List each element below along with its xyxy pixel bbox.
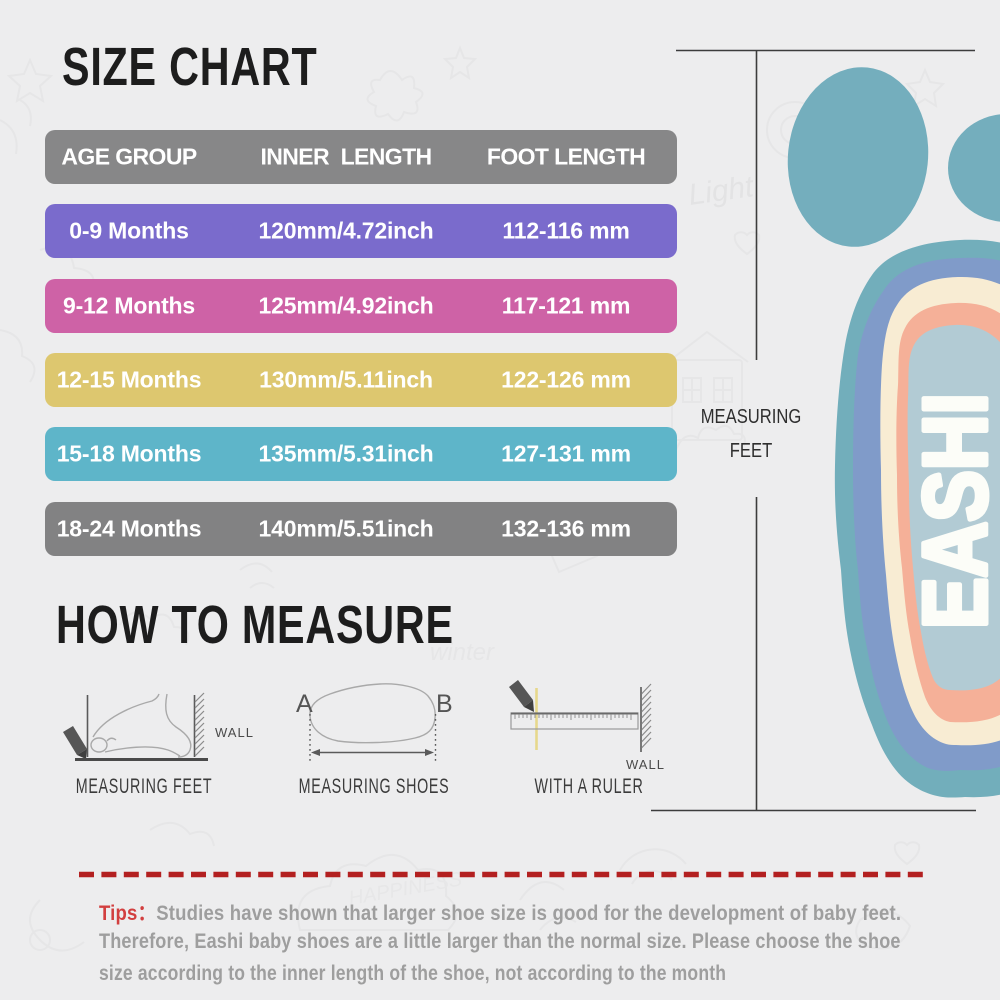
svg-text:A: A <box>296 690 313 718</box>
svg-text:Light: Light <box>686 170 757 212</box>
svg-text:EASHI: EASHI <box>906 393 1000 629</box>
svg-text:winter: winter <box>430 639 495 666</box>
svg-text:B: B <box>436 690 453 718</box>
